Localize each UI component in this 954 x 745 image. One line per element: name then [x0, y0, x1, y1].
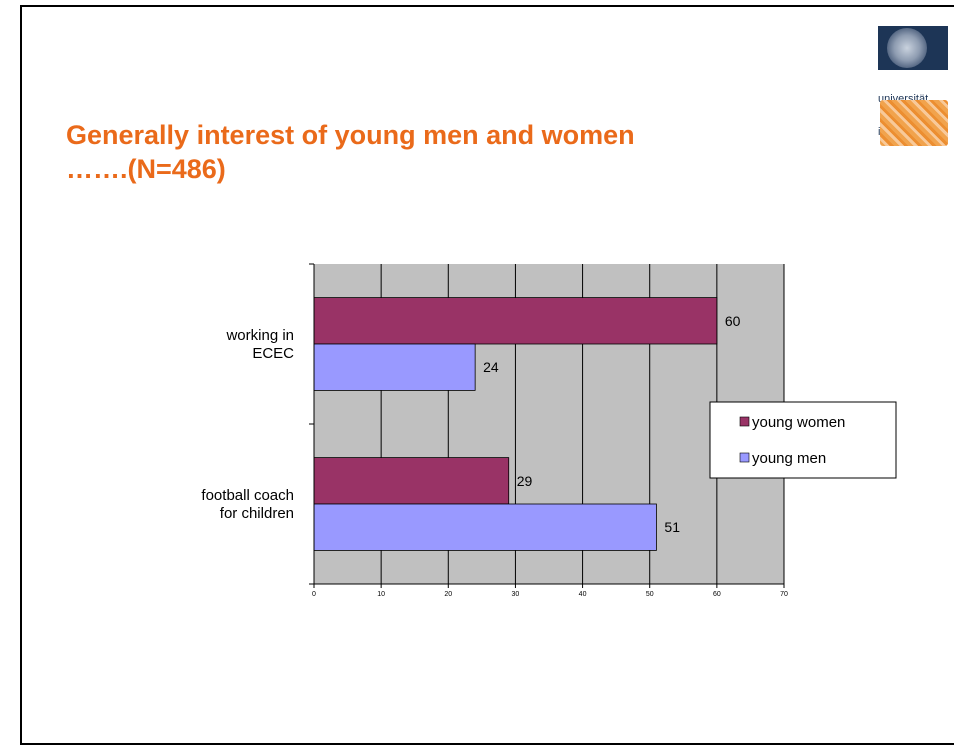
- logo-pattern: [880, 100, 948, 146]
- x-tick-label-5: 50: [646, 591, 654, 598]
- slide-title-line-2: …….(N=486): [66, 154, 226, 184]
- bar-1-1: [313, 503, 657, 551]
- x-tick-label-6: 60: [713, 591, 721, 598]
- legend-swatch-1: [739, 452, 750, 463]
- x-tick-label-1: 10: [377, 591, 385, 598]
- x-tick-label-4: 40: [579, 591, 587, 598]
- data-label-1-0: 29: [517, 473, 533, 489]
- x-tick-label-7: 70: [780, 591, 788, 598]
- data-label-0-1: 24: [483, 359, 499, 375]
- bar-0-1: [313, 343, 476, 391]
- data-label-0-0: 60: [725, 313, 741, 329]
- x-tick-label-2: 20: [444, 591, 452, 598]
- category-label-1-0: football coach: [201, 487, 294, 504]
- legend-swatch-0: [739, 416, 750, 427]
- legend-box: [709, 401, 897, 479]
- x-tick-label-3: 30: [512, 591, 520, 598]
- x-tick-label-0: 0: [312, 591, 316, 598]
- category-label-1-1: for children: [220, 505, 294, 522]
- university-seal-icon: [878, 26, 948, 70]
- bar-1-0: [313, 457, 510, 505]
- university-logo: universität innsbruck: [878, 26, 948, 146]
- category-label-0-0: working in: [225, 327, 294, 344]
- category-label-0-1: ECEC: [252, 345, 294, 362]
- legend-label-1: young men: [752, 450, 826, 467]
- data-label-1-1: 51: [664, 519, 680, 535]
- slide-title: Generally interest of young men and wome…: [66, 118, 635, 186]
- bar-0-0: [313, 297, 718, 345]
- slide-title-line-1: Generally interest of young men and wome…: [66, 120, 635, 150]
- legend-label-0: young women: [752, 414, 845, 431]
